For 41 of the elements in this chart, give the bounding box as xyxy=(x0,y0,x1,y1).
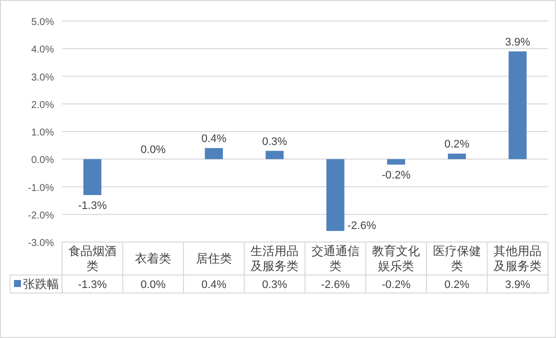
data-label: 0.0% xyxy=(140,279,166,291)
y-tick-label: 2.0% xyxy=(31,100,54,111)
data-label: 0.2% xyxy=(444,279,470,291)
data-label: 3.9% xyxy=(505,279,530,291)
data-label: -0.2% xyxy=(382,279,411,291)
x-tick-label: 衣着类 xyxy=(135,252,172,266)
y-tick-label: 5.0% xyxy=(31,17,54,28)
x-tick-label: 其他用品及服务类 xyxy=(494,244,542,273)
data-label: -1.3% xyxy=(78,279,107,291)
text: 0.4% xyxy=(201,133,226,146)
bar xyxy=(204,148,223,160)
data-label: 0.4% xyxy=(201,279,227,291)
y-tick-label: 1.0% xyxy=(31,128,54,138)
text: 3.9% xyxy=(505,36,530,48)
bar xyxy=(387,159,406,165)
text: -1.3% xyxy=(78,200,107,212)
x-tick-label: 教育文化娱乐类 xyxy=(372,244,420,273)
text: 0.0% xyxy=(140,144,166,156)
y-tick-label: 3.0% xyxy=(31,72,54,84)
y-tick-label: 4.0% xyxy=(31,44,54,56)
x-tick-label: 食品烟酒类 xyxy=(68,244,116,273)
y-tick-label: -1.0% xyxy=(28,182,54,194)
bar xyxy=(508,51,527,160)
bar xyxy=(448,154,466,160)
data-label: 0.3% xyxy=(262,279,288,291)
text: -2.6% xyxy=(347,220,376,232)
y-tick-label: -3.0% xyxy=(28,238,54,249)
legend-label: 张跌幅 xyxy=(23,277,59,291)
y-tick-label: -2.0% xyxy=(28,210,54,222)
x-tick-label: 医疗保健类 xyxy=(432,244,481,273)
bar xyxy=(83,159,102,196)
data-label: -2.6% xyxy=(321,279,350,291)
text: -0.2% xyxy=(382,170,410,182)
x-tick-label: 生活用品及服务类 xyxy=(250,244,299,273)
bar xyxy=(266,150,284,160)
x-tick-label: 居住类 xyxy=(196,252,232,266)
bar xyxy=(326,159,344,231)
y-tick-label: 0.0% xyxy=(31,155,54,166)
text: 0.3% xyxy=(262,136,288,148)
x-tick-label: 交通通信类 xyxy=(311,244,360,273)
text: 0.2% xyxy=(444,138,470,151)
